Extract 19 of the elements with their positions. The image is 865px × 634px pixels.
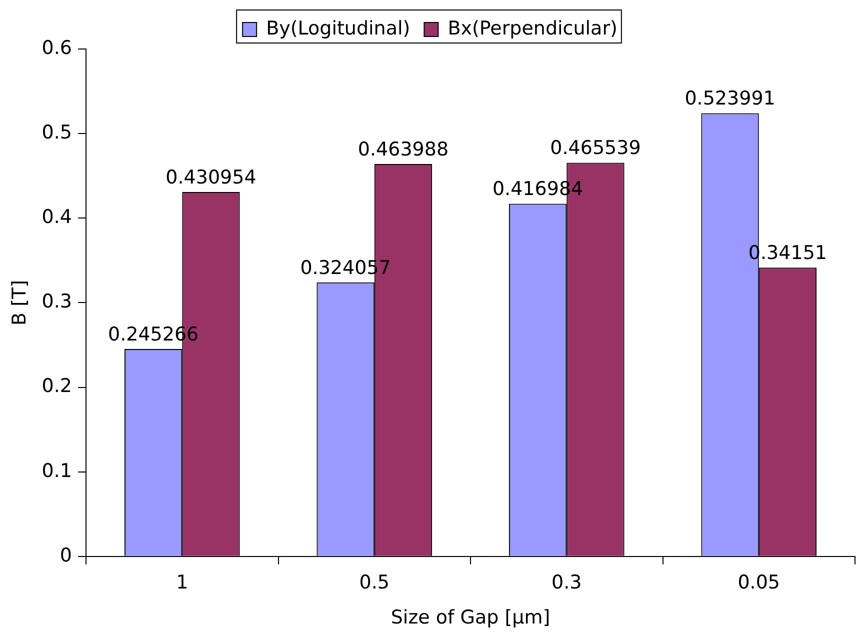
data-label: 0.523991 [684,88,776,110]
y-axis-title: B [T] [8,280,30,326]
data-label: 0.465539 [550,137,641,160]
data-label: 0.463988 [358,138,449,160]
legend-label: By(Logitudinal) [266,17,410,40]
x-tick-label: 0.3 [552,572,582,594]
data-label: 0.430954 [166,166,256,188]
x-tick-label: 0.05 [738,572,780,594]
y-tick-label: 0.1 [42,460,72,482]
y-tick-label: 0.5 [42,122,72,144]
y-tick-label: 0.3 [42,290,72,313]
y-tick-label: 0.4 [42,206,72,228]
x-tick-label: 0.5 [359,572,390,594]
y-tick-label: 0.6 [42,36,72,59]
y-tick-label: 0 [60,544,72,566]
legend-label: Bx(Perpendicular) [448,17,618,40]
x-axis-title: Size of Gap [μm] [390,606,550,629]
y-tick-label: 0.2 [42,375,72,398]
x-tick-label: 1 [176,572,188,594]
